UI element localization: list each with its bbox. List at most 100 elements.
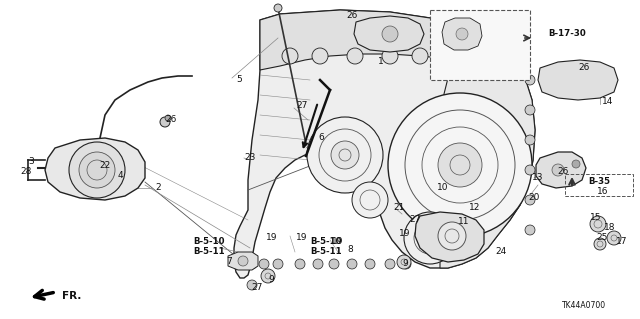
Text: 3: 3 — [28, 158, 34, 167]
Polygon shape — [260, 10, 460, 70]
Text: 12: 12 — [469, 204, 481, 212]
Circle shape — [274, 4, 282, 12]
Circle shape — [525, 225, 535, 235]
Circle shape — [69, 142, 125, 198]
Text: B-5-11: B-5-11 — [193, 248, 225, 256]
Text: 18: 18 — [604, 224, 616, 233]
Text: 11: 11 — [458, 218, 470, 226]
Polygon shape — [45, 138, 145, 200]
Circle shape — [401, 259, 411, 269]
Circle shape — [247, 259, 257, 269]
Text: 6: 6 — [318, 133, 324, 143]
Circle shape — [438, 222, 466, 250]
Polygon shape — [538, 60, 618, 100]
Circle shape — [259, 259, 269, 269]
Text: 16: 16 — [597, 188, 609, 197]
Circle shape — [438, 143, 482, 187]
Text: 22: 22 — [99, 160, 110, 169]
Circle shape — [552, 164, 564, 176]
Text: 21: 21 — [393, 203, 404, 211]
Circle shape — [442, 48, 458, 64]
Text: 1: 1 — [378, 57, 384, 66]
Circle shape — [572, 160, 580, 168]
Circle shape — [352, 182, 388, 218]
Text: B-17-30: B-17-30 — [548, 29, 586, 39]
Text: 19: 19 — [266, 234, 278, 242]
Polygon shape — [228, 252, 258, 270]
Text: 25: 25 — [596, 234, 607, 242]
Text: 26: 26 — [557, 167, 568, 176]
Text: 10: 10 — [437, 183, 449, 192]
Polygon shape — [536, 152, 586, 188]
Circle shape — [238, 256, 248, 266]
Circle shape — [412, 48, 428, 64]
Text: 5: 5 — [236, 76, 242, 85]
Polygon shape — [354, 16, 424, 52]
Circle shape — [397, 255, 411, 269]
Text: 20: 20 — [528, 194, 540, 203]
Text: 15: 15 — [590, 213, 602, 222]
Circle shape — [165, 115, 171, 121]
Text: 24: 24 — [495, 248, 506, 256]
Circle shape — [525, 105, 535, 115]
Circle shape — [329, 259, 339, 269]
Circle shape — [365, 259, 375, 269]
Circle shape — [247, 280, 257, 290]
Text: 9: 9 — [268, 276, 274, 285]
Text: 28: 28 — [20, 167, 31, 176]
Circle shape — [347, 48, 363, 64]
Text: B-5-10: B-5-10 — [310, 238, 342, 247]
Circle shape — [312, 48, 328, 64]
Text: 4: 4 — [118, 170, 124, 180]
Text: B-5-10: B-5-10 — [193, 238, 225, 247]
Text: 2: 2 — [155, 183, 161, 192]
Circle shape — [382, 48, 398, 64]
Circle shape — [233, 259, 243, 269]
Polygon shape — [442, 18, 482, 50]
Circle shape — [273, 259, 283, 269]
Circle shape — [331, 141, 359, 169]
Circle shape — [313, 259, 323, 269]
Circle shape — [404, 212, 456, 264]
Circle shape — [295, 259, 305, 269]
Circle shape — [385, 259, 395, 269]
Text: 27: 27 — [251, 284, 262, 293]
Text: 26: 26 — [346, 11, 357, 20]
Polygon shape — [415, 212, 484, 262]
Text: 14: 14 — [602, 98, 613, 107]
Text: 19: 19 — [332, 238, 344, 247]
Text: 27: 27 — [296, 101, 307, 110]
Circle shape — [388, 93, 532, 237]
Circle shape — [525, 195, 535, 205]
Text: 27: 27 — [409, 216, 420, 225]
Circle shape — [456, 28, 468, 40]
Circle shape — [607, 231, 621, 245]
Text: B-35: B-35 — [588, 177, 610, 187]
Polygon shape — [234, 10, 535, 278]
Circle shape — [347, 259, 357, 269]
Circle shape — [307, 117, 383, 193]
Text: 19: 19 — [399, 229, 410, 239]
Circle shape — [282, 48, 298, 64]
Circle shape — [525, 135, 535, 145]
Text: 23: 23 — [244, 153, 255, 162]
Text: 26: 26 — [578, 63, 589, 72]
Text: B-5-11: B-5-11 — [310, 248, 342, 256]
Text: 19: 19 — [296, 234, 307, 242]
Text: 8: 8 — [347, 246, 353, 255]
Text: TK44A0700: TK44A0700 — [562, 300, 606, 309]
Text: 7: 7 — [226, 257, 232, 266]
Polygon shape — [440, 28, 535, 268]
Circle shape — [382, 26, 398, 42]
Text: 9: 9 — [402, 259, 408, 269]
Text: 17: 17 — [616, 238, 627, 247]
Circle shape — [525, 75, 535, 85]
Circle shape — [261, 269, 275, 283]
Bar — [430, 10, 530, 80]
Circle shape — [79, 152, 115, 188]
Circle shape — [590, 216, 606, 232]
Text: FR.: FR. — [62, 291, 81, 301]
Circle shape — [422, 230, 438, 246]
Text: 26: 26 — [165, 115, 177, 124]
Bar — [565, 174, 633, 196]
